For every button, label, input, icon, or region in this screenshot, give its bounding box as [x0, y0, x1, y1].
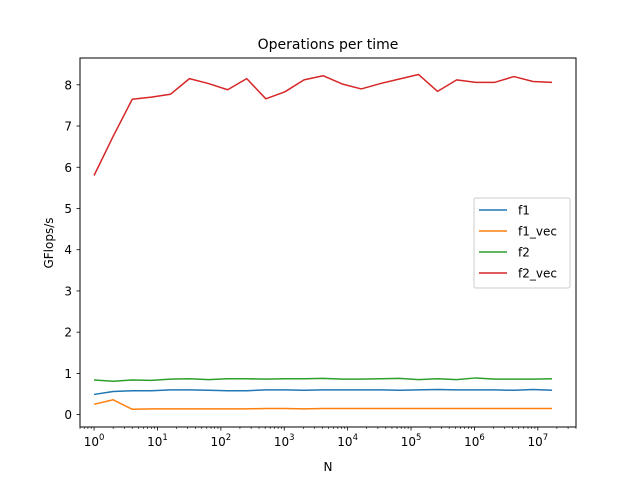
legend: f1 f1_vec f2 f2_vec — [473, 197, 571, 289]
series-line-f2-vec — [93, 73, 553, 176]
y-tick-label: 7 — [64, 120, 72, 134]
x-tick-label: 103 — [274, 433, 295, 449]
series-line-f2 — [94, 377, 553, 382]
y-tick-label: 2 — [64, 326, 72, 340]
x-tick-label: 107 — [527, 433, 548, 449]
x-tick-label: 105 — [401, 433, 422, 449]
y-tick-label: 8 — [64, 78, 72, 92]
legend-label: f2 — [518, 246, 530, 260]
y-tick-label: 3 — [64, 284, 72, 298]
series-lines — [93, 73, 553, 411]
y-tick-label: 1 — [64, 367, 72, 381]
legend-label: f1_vec — [518, 225, 557, 239]
y-tick-label: 4 — [64, 243, 72, 257]
legend-label: f1 — [518, 204, 530, 218]
x-axis: 100 101 102 103 104 105 106 107 — [79, 427, 577, 449]
y-axis: 0 1 2 3 4 5 6 7 8 — [64, 78, 80, 422]
x-tick-label: 104 — [337, 433, 358, 449]
series-line-f1 — [93, 388, 553, 396]
x-tick-label: 100 — [84, 433, 105, 449]
legend-box — [473, 197, 571, 289]
y-tick-label: 6 — [64, 161, 72, 175]
series-line-f1-vec — [93, 399, 553, 411]
x-tick-label: 101 — [147, 433, 168, 449]
y-axis-label: GFlops/s — [42, 217, 56, 268]
x-axis-label: N — [324, 460, 333, 474]
chart-title: Operations per time — [258, 37, 399, 53]
legend-label: f2_vec — [518, 267, 557, 281]
y-tick-label: 0 — [64, 408, 72, 422]
x-tick-label: 106 — [464, 433, 485, 449]
x-tick-label: 102 — [211, 433, 232, 449]
y-tick-label: 5 — [64, 202, 72, 216]
plot-frame — [79, 57, 577, 428]
